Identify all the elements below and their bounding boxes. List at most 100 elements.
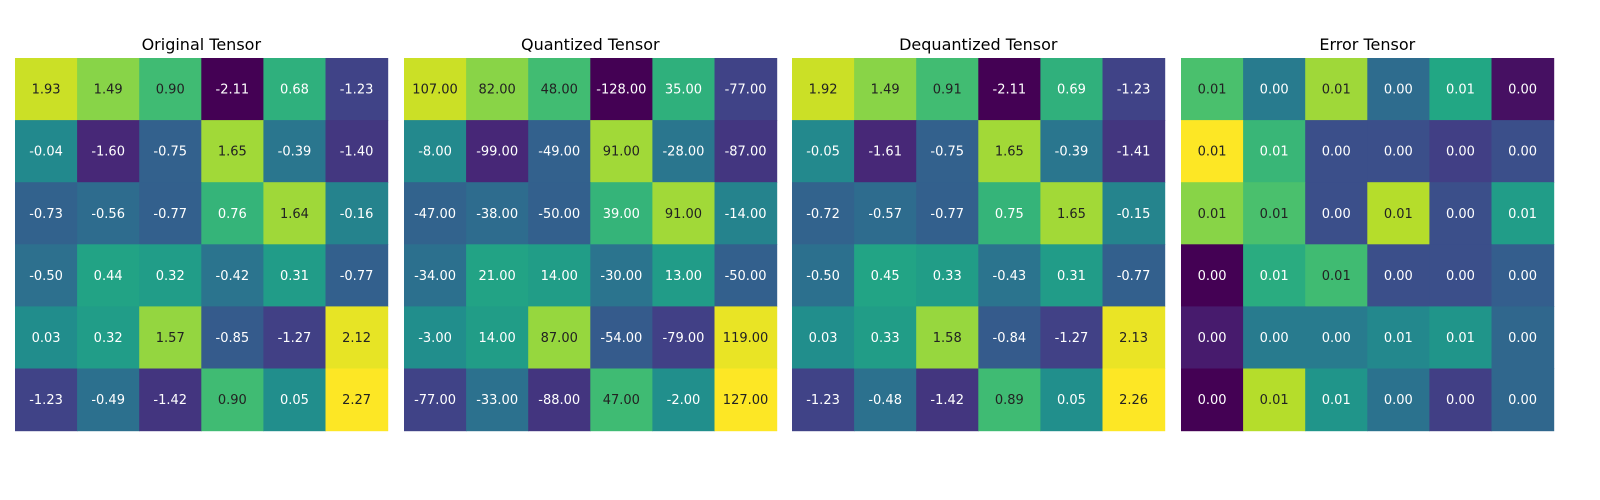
- cell-value-label: 2.12: [342, 331, 371, 346]
- heatmap-cell: [1491, 306, 1555, 370]
- heatmap-cell: [916, 306, 979, 370]
- cell-value-label: 48.00: [541, 83, 578, 98]
- cell-value-label: 0.76: [218, 207, 247, 222]
- heatmap-cell: [263, 58, 327, 121]
- heatmap-cell: [466, 244, 529, 307]
- cell-value-label: 0.00: [1322, 145, 1351, 160]
- heatmap-cell: [1491, 368, 1555, 432]
- heatmap-cell: [1243, 120, 1306, 183]
- cell-value-label: 0.89: [995, 393, 1024, 408]
- cell-value-label: -0.75: [930, 145, 964, 160]
- heatmap-cell: [1491, 244, 1555, 307]
- cell-value-label: -0.50: [806, 269, 840, 284]
- heatmap-cell: [15, 182, 78, 245]
- cell-value-label: 0.00: [1384, 269, 1413, 284]
- heatmap-title: Quantized Tensor: [521, 35, 660, 54]
- cell-value-label: -87.00: [725, 145, 767, 160]
- cell-value-label: 0.31: [280, 269, 309, 284]
- cell-value-label: 0.00: [1446, 207, 1475, 222]
- cell-value-label: 0.75: [995, 207, 1024, 222]
- heatmap-cell: [15, 306, 78, 370]
- heatmap-cell: [77, 120, 140, 183]
- cell-value-label: -0.50: [29, 269, 63, 284]
- cell-value-label: -77.00: [414, 393, 456, 408]
- heatmap-cell: [978, 244, 1041, 307]
- heatmap-cell: [1102, 368, 1166, 432]
- heatmap-cell: [1102, 244, 1166, 307]
- heatmap-cell: [590, 58, 653, 121]
- heatmap-cell: [528, 182, 591, 245]
- heatmap-cell: [201, 58, 264, 121]
- heatmap-cell: [916, 120, 979, 183]
- heatmap-cell: [528, 244, 591, 307]
- cell-value-label: 0.00: [1446, 145, 1475, 160]
- heatmap-panel: Quantized Tensor 107.00 82.00 48.00 -128.00 3…: [404, 35, 778, 432]
- heatmap-cell: [1367, 306, 1430, 370]
- cell-value-label: -54.00: [600, 331, 642, 346]
- cell-value-label: 87.00: [541, 331, 578, 346]
- cell-value-label: -0.04: [29, 145, 63, 160]
- cell-value-label: -3.00: [418, 331, 452, 346]
- heatmap-cell: [792, 58, 855, 121]
- heatmap-cell: [466, 120, 529, 183]
- cell-value-label: 21.00: [479, 269, 516, 284]
- heatmap-cell: [714, 244, 778, 307]
- cell-value-label: -1.42: [153, 393, 187, 408]
- heatmap-cell: [404, 368, 467, 432]
- heatmap-cell: [1429, 306, 1493, 370]
- heatmap-cell: [1429, 182, 1493, 245]
- cell-value-label: 0.01: [1198, 83, 1227, 98]
- heatmap-cell: [77, 306, 140, 370]
- cell-value-label: 0.00: [1260, 83, 1289, 98]
- cell-value-label: -1.23: [340, 83, 374, 98]
- cell-value-label: 14.00: [541, 269, 578, 284]
- cell-value-label: 1.93: [32, 83, 61, 98]
- cell-value-label: -77.00: [725, 83, 767, 98]
- cell-value-label: 0.01: [1322, 393, 1351, 408]
- cell-value-label: -1.23: [806, 393, 840, 408]
- heatmap-cell: [714, 368, 778, 432]
- heatmap-cell: [1181, 182, 1244, 245]
- heatmap-cell: [916, 182, 979, 245]
- cell-value-label: -2.11: [216, 83, 250, 98]
- cell-value-label: -0.84: [993, 331, 1027, 346]
- heatmap-cell: [714, 182, 778, 245]
- heatmap-cell: [1102, 306, 1166, 370]
- cell-value-label: 119.00: [723, 331, 769, 346]
- heatmap-cell: [1181, 368, 1244, 432]
- heatmap-cell: [1367, 120, 1430, 183]
- heatmap-panel: Original Tensor 1.93 1.49 0.90 -2.11 0.68 -1.2…: [15, 35, 389, 432]
- cell-value-label: -33.00: [476, 393, 518, 408]
- heatmap-cell: [466, 182, 529, 245]
- heatmap-cell: [1367, 368, 1430, 432]
- heatmap-cell: [978, 120, 1041, 183]
- cell-value-label: -1.60: [91, 145, 125, 160]
- heatmap-cell: [1491, 120, 1555, 183]
- cell-value-label: 0.01: [1260, 269, 1289, 284]
- cell-value-label: -1.23: [1117, 83, 1151, 98]
- heatmap-cell: [528, 368, 591, 432]
- heatmap-cell: [139, 368, 202, 432]
- heatmap-cell: [1243, 182, 1306, 245]
- heatmap-cell: [325, 182, 389, 245]
- cell-value-label: 0.00: [1198, 331, 1227, 346]
- heatmap-cell: [1243, 244, 1306, 307]
- cell-value-label: 0.32: [156, 269, 185, 284]
- cell-value-label: 0.01: [1384, 207, 1413, 222]
- heatmap-cell: [854, 182, 917, 245]
- heatmap-cell: [404, 306, 467, 370]
- heatmap-cell: [792, 120, 855, 183]
- cell-value-label: 0.33: [871, 331, 900, 346]
- heatmap-cell: [1305, 58, 1368, 121]
- cell-value-label: 0.45: [871, 269, 900, 284]
- heatmap-cell: [201, 120, 264, 183]
- heatmap-cell: [1429, 368, 1493, 432]
- heatmap-cell: [978, 306, 1041, 370]
- heatmap-cell: [590, 306, 653, 370]
- cell-value-label: -1.61: [868, 145, 902, 160]
- cell-value-label: -0.77: [1117, 269, 1151, 284]
- cell-value-label: 0.69: [1057, 83, 1086, 98]
- cell-value-label: 0.31: [1057, 269, 1086, 284]
- cell-value-label: 1.57: [156, 331, 185, 346]
- heatmap-cell: [1429, 244, 1493, 307]
